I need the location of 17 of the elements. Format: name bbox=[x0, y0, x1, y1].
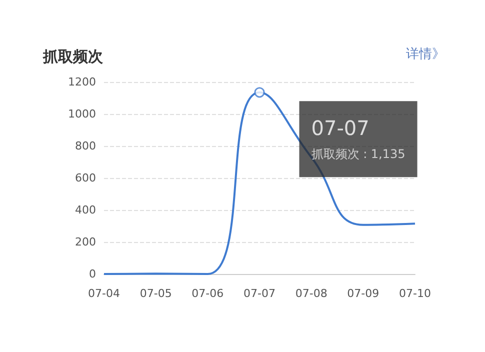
x-tick-label: 07-10 bbox=[399, 287, 431, 300]
y-tick-label: 1200 bbox=[68, 76, 96, 88]
x-tick-label: 07-09 bbox=[347, 287, 380, 300]
x-tick-label: 07-06 bbox=[192, 287, 224, 300]
y-tick-label: 1000 bbox=[68, 108, 96, 120]
annotation: 07-07 抓取频次 : 1,135 bbox=[311, 116, 406, 162]
y-tick-label: 0 bbox=[89, 268, 96, 280]
y-tick-label: 600 bbox=[75, 172, 96, 184]
chart-title: 抓取频次 bbox=[42, 48, 104, 66]
y-tick-label: 800 bbox=[75, 140, 96, 152]
y-tick-label: 400 bbox=[75, 204, 96, 216]
x-tick-label: 07-05 bbox=[140, 287, 172, 300]
text: 详情》 bbox=[406, 47, 445, 62]
x-tick-label: 07-08 bbox=[295, 287, 328, 300]
x-tick-label: 07-07 bbox=[244, 287, 276, 300]
y-tick-label: 200 bbox=[75, 236, 96, 248]
x-tick-label: 07-04 bbox=[88, 287, 120, 300]
